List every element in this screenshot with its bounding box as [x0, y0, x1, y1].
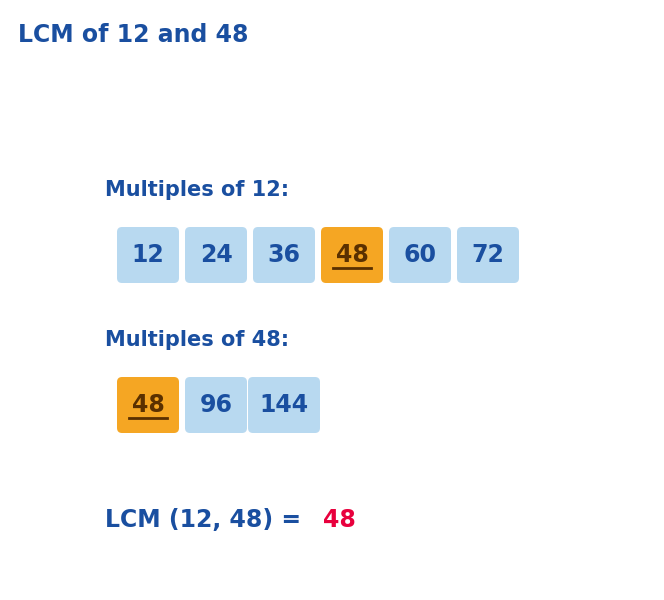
- FancyBboxPatch shape: [185, 377, 247, 433]
- Text: 12: 12: [131, 243, 165, 267]
- Text: 96: 96: [199, 393, 232, 417]
- FancyBboxPatch shape: [321, 227, 383, 283]
- Text: 24: 24: [200, 243, 232, 267]
- Text: 144: 144: [260, 393, 309, 417]
- FancyBboxPatch shape: [253, 227, 315, 283]
- Text: 48: 48: [323, 508, 356, 532]
- Text: 72: 72: [471, 243, 505, 267]
- Text: 36: 36: [268, 243, 301, 267]
- FancyBboxPatch shape: [248, 377, 320, 433]
- Text: 48: 48: [335, 243, 369, 267]
- Text: 48: 48: [131, 393, 165, 417]
- Text: Multiples of 12:: Multiples of 12:: [105, 180, 289, 200]
- FancyBboxPatch shape: [117, 227, 179, 283]
- FancyBboxPatch shape: [117, 377, 179, 433]
- Text: 60: 60: [404, 243, 436, 267]
- Text: LCM (12, 48) =: LCM (12, 48) =: [105, 508, 309, 532]
- FancyBboxPatch shape: [185, 227, 247, 283]
- Text: Multiples of 48:: Multiples of 48:: [105, 330, 289, 350]
- FancyBboxPatch shape: [457, 227, 519, 283]
- Text: LCM of 12 and 48: LCM of 12 and 48: [18, 23, 248, 47]
- FancyBboxPatch shape: [389, 227, 451, 283]
